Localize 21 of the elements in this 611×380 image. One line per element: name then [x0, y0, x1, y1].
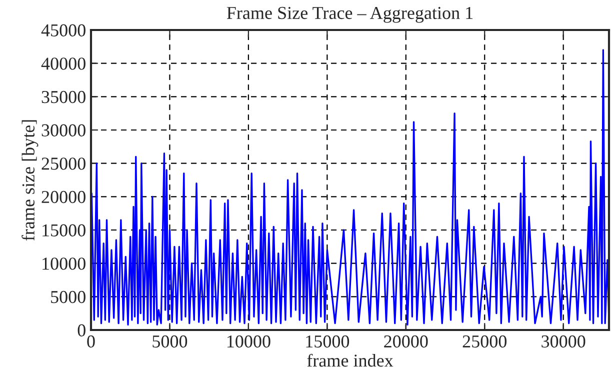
x-axis-title: frame index: [307, 354, 394, 367]
y-tick-label: 15000: [42, 224, 86, 236]
line-series: [91, 49, 609, 326]
y-tick-label: 10000: [42, 258, 86, 270]
y-tick-label: 5000: [51, 290, 86, 304]
chart-title: Frame Size Trace – Aggregation 1: [226, 6, 473, 23]
y-tick-label: 0: [78, 324, 86, 336]
x-tick-label: 30000: [542, 335, 586, 348]
x-tick-label: 0: [87, 335, 95, 348]
y-tick-label: 35000: [42, 90, 86, 104]
x-tick-label: 10000: [227, 335, 270, 348]
y-tick-label: 30000: [42, 124, 86, 136]
y-tick-label: 20000: [42, 190, 86, 204]
y-tick-label: 25000: [42, 158, 86, 170]
x-tick-label: 25000: [462, 335, 506, 348]
y-tick-label: 45000: [41, 24, 86, 36]
x-tick-label: 15000: [306, 335, 350, 348]
y-axis-title: frame size [byte]: [22, 120, 38, 241]
x-tick-label: 5000: [152, 335, 188, 348]
x-tick-label: 20000: [384, 335, 428, 348]
y-tick-label: 40000: [41, 58, 86, 70]
